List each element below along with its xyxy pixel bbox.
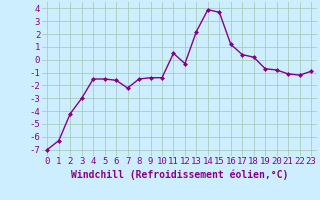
X-axis label: Windchill (Refroidissement éolien,°C): Windchill (Refroidissement éolien,°C) [70,169,288,180]
